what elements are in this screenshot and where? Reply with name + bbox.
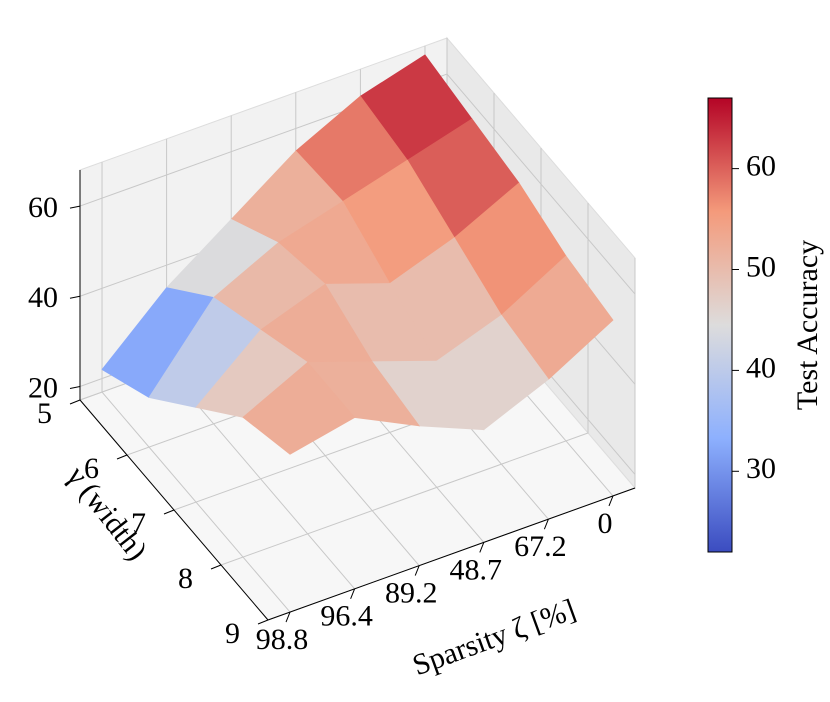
grid-line <box>220 203 589 566</box>
z-tick-label: 40 <box>28 281 58 314</box>
colorbar-tick-label: 60 <box>746 150 776 183</box>
colorbar-tick-label: 50 <box>746 250 776 283</box>
tick-mark <box>69 295 81 299</box>
tick-mark <box>116 454 128 460</box>
y-tick-label: 6 <box>84 452 99 485</box>
tick-mark <box>257 619 269 625</box>
tick-mark <box>414 565 420 576</box>
tick-mark <box>163 509 175 515</box>
colorbar-tick-label: 30 <box>746 452 776 485</box>
colorbar <box>707 97 733 553</box>
surface-facet <box>242 361 356 455</box>
axis-line <box>79 399 269 621</box>
tick-mark <box>69 385 81 389</box>
tick-mark <box>543 518 549 530</box>
tick-mark <box>69 205 81 209</box>
z-tick-label: 20 <box>28 371 58 404</box>
tick-mark <box>479 542 485 553</box>
colorbar-title: Test Accuracy <box>791 240 824 410</box>
axis-line <box>267 487 636 621</box>
y-tick-label: 9 <box>225 617 240 650</box>
x-tick-label: 98.8 <box>256 623 309 656</box>
tick-mark <box>69 399 81 405</box>
grid-line <box>101 162 291 613</box>
tick-mark <box>350 588 356 600</box>
tick-mark <box>285 611 291 623</box>
tick-mark <box>210 564 222 570</box>
x-tick-label: 67.2 <box>514 530 567 563</box>
y-tick-label: 7 <box>131 507 146 540</box>
x-tick-label: 96.4 <box>320 600 373 633</box>
x-tick-label: 89.2 <box>385 577 438 610</box>
x-tick-label: 48.7 <box>450 553 503 586</box>
tick-mark <box>608 495 614 507</box>
y-tick-label: 5 <box>37 397 52 430</box>
colorbar-tick-label: 40 <box>746 351 776 384</box>
y-tick-label: 8 <box>178 562 193 595</box>
z-tick-label: 60 <box>28 191 58 224</box>
x-tick-label: 0 <box>597 507 612 540</box>
